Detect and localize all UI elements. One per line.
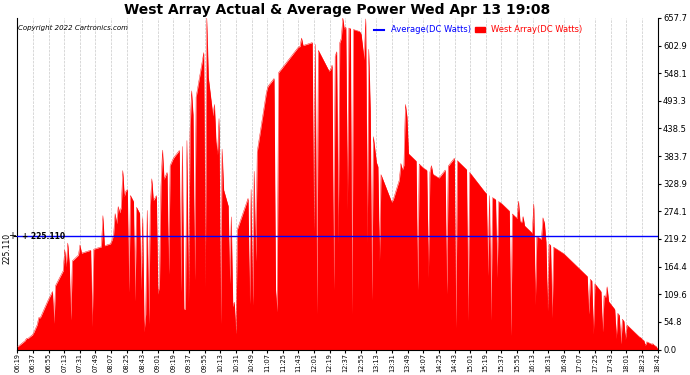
Text: Copyright 2022 Cartronics.com: Copyright 2022 Cartronics.com (18, 25, 128, 31)
Legend: Average(DC Watts), West Array(DC Watts): Average(DC Watts), West Array(DC Watts) (371, 22, 586, 38)
Text: +: + (8, 231, 16, 241)
Text: + 225.110: + 225.110 (21, 231, 65, 240)
Title: West Array Actual & Average Power Wed Apr 13 19:08: West Array Actual & Average Power Wed Ap… (124, 3, 551, 17)
